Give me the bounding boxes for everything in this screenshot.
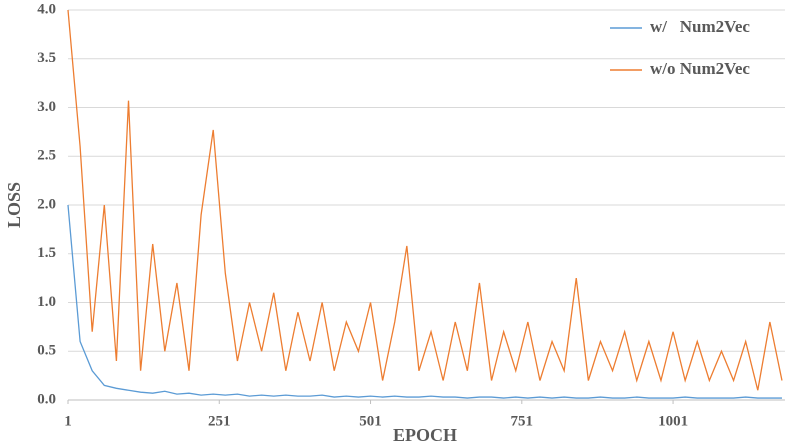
y-axis-title: LOSS	[4, 182, 24, 228]
y-tick-label: 2.0	[37, 196, 56, 212]
y-tick-label: 3.0	[37, 99, 56, 115]
series-line	[67, 9, 783, 391]
legend-label: w/o Num2Vec	[650, 59, 750, 78]
y-tick-label: 2.5	[37, 148, 56, 164]
x-tick-label: 1001	[658, 413, 688, 429]
y-tick-label: 1.5	[37, 245, 56, 261]
y-tick-label: 4.0	[37, 1, 56, 17]
x-tick-label: 1	[64, 413, 72, 429]
series-line	[67, 204, 782, 399]
y-tick-label: 3.5	[37, 50, 56, 66]
x-tick-label: 751	[511, 413, 534, 429]
x-tick-label: 251	[208, 413, 231, 429]
x-axis-title: EPOCH	[393, 425, 457, 445]
legend-label: w/ Num2Vec	[650, 17, 750, 36]
x-tick-label: 501	[359, 413, 382, 429]
y-tick-label: 1.0	[37, 294, 56, 310]
y-tick-label: 0.0	[37, 391, 56, 407]
y-tick-label: 0.5	[37, 343, 56, 359]
